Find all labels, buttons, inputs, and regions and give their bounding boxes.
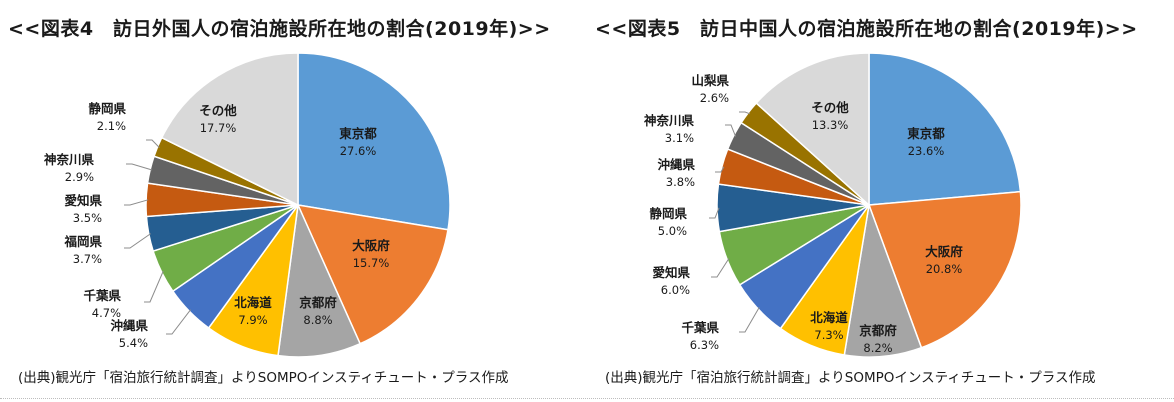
slice-value-left-0: 27.6% [340, 144, 377, 158]
slice-label-right-2: 京都府 [859, 323, 897, 338]
slice-label-right-6: 静岡県 [649, 206, 687, 221]
slice-value-left-5: 4.7% [92, 306, 121, 320]
slice-value-right-4: 6.3% [690, 338, 719, 352]
leader-line-right-4 [739, 307, 760, 333]
slice-value-left-9: 2.1% [97, 119, 126, 133]
slice-label-right-8: 神奈川県 [644, 113, 695, 128]
pie-slice-left-1 [296, 204, 449, 345]
slice-value-left-1: 15.7% [353, 256, 390, 270]
slice-value-right-8: 3.1% [665, 131, 694, 145]
slice-label-right-4: 千葉県 [681, 320, 719, 335]
slice-value-left-3: 7.9% [238, 313, 267, 327]
slice-value-left-6: 3.7% [73, 252, 102, 266]
slice-label-left-6: 福岡県 [63, 234, 102, 249]
slice-label-right-10: その他 [811, 100, 849, 115]
pie-slice-right-1 [867, 190, 1022, 349]
source-note-left: (出典)観光庁「宿泊旅行統計調査」よりSOMPOインスティチュート・プラス作成 [18, 370, 509, 386]
slice-label-right-3: 北海道 [810, 310, 848, 325]
leader-line-left-6 [124, 233, 151, 249]
slice-label-left-3: 北海道 [234, 295, 272, 310]
slice-label-right-1: 大阪府 [925, 244, 963, 259]
slice-value-right-6: 5.0% [658, 224, 687, 238]
slice-label-left-9: 静岡県 [88, 101, 126, 116]
pie-slice-left-10 [160, 52, 299, 207]
leader-line-left-4 [166, 309, 191, 335]
leader-line-right-6 [709, 207, 720, 219]
slice-value-right-0: 23.6% [908, 144, 945, 158]
slice-value-right-7: 3.8% [666, 175, 695, 189]
pie-slice-left-0 [297, 52, 451, 231]
chart-panel-left: 東京都 27.6% 大阪府 15.7% 京都府 8.8% 北海道 7.9% 沖縄県 5.4% 千葉県… [8, 18, 551, 386]
chart-title-right: <<図表5 訪日中国人の宿泊施設所在地の割合(2019年)>> [595, 18, 1138, 40]
pie-chart-left: 東京都 27.6% 大阪府 15.7% 京都府 8.8% 北海道 7.9% 沖縄県 5.4% 千葉県… [44, 52, 451, 358]
slice-label-left-8: 神奈川県 [44, 152, 95, 167]
slice-value-left-7: 3.5% [73, 211, 102, 225]
slice-value-right-3: 7.3% [814, 328, 843, 342]
slice-value-left-4: 5.4% [119, 336, 148, 350]
bottom-divider [0, 398, 1174, 399]
leader-line-right-8 [725, 124, 737, 137]
pie-slice-left-2 [277, 202, 362, 358]
slice-label-left-1: 大阪府 [352, 238, 390, 253]
chart-panel-right: 東京都 23.6% 大阪府 20.8% 京都府 8.2% 北海道 7.3% 千葉県 6.3% 愛知県… [587, 0, 1174, 402]
slice-label-left-7: 愛知県 [64, 193, 102, 208]
leader-line-left-5 [144, 270, 164, 303]
slice-label-right-7: 沖縄県 [657, 157, 695, 172]
slice-value-left-8: 2.9% [65, 170, 94, 184]
slice-label-left-10: その他 [199, 103, 237, 118]
slice-label-left-2: 京都府 [299, 295, 337, 310]
pie-slice-right-0 [868, 52, 1022, 206]
leader-line-left-9 [146, 139, 160, 148]
slice-value-right-1: 20.8% [926, 262, 963, 276]
leader-line-right-9 [739, 111, 751, 115]
slice-value-right-9: 2.6% [700, 91, 729, 105]
chart-title-left: <<図表4 訪日外国人の宿泊施設所在地の割合(2019年)>> [8, 18, 551, 40]
slice-label-right-5: 愛知県 [652, 265, 690, 280]
slice-value-left-10: 17.7% [200, 121, 237, 135]
leader-line-left-7 [124, 199, 149, 206]
leader-line-left-8 [126, 163, 153, 171]
slice-label-left-4: 沖縄県 [110, 318, 148, 333]
slice-label-right-0: 東京都 [907, 126, 945, 141]
slice-value-left-2: 8.8% [303, 313, 332, 327]
pie-slice-right-10 [755, 52, 870, 207]
leader-line-right-5 [711, 258, 730, 278]
slice-value-right-5: 6.0% [661, 283, 690, 297]
slice-label-left-5: 千葉県 [83, 288, 121, 303]
leader-line-right-7 [715, 166, 725, 173]
pie-chart-right: 東京都 23.6% 大阪府 20.8% 京都府 8.2% 北海道 7.3% 千葉県 6.3% 愛知県… [644, 52, 1022, 358]
slice-label-left-0: 東京都 [339, 126, 377, 141]
slice-value-right-10: 13.3% [812, 118, 849, 132]
slice-value-right-2: 8.2% [863, 341, 892, 355]
slice-label-right-9: 山梨県 [691, 73, 729, 88]
source-note-right: (出典)観光庁「宿泊旅行統計調査」よりSOMPOインスティチュート・プラス作成 [605, 370, 1096, 386]
